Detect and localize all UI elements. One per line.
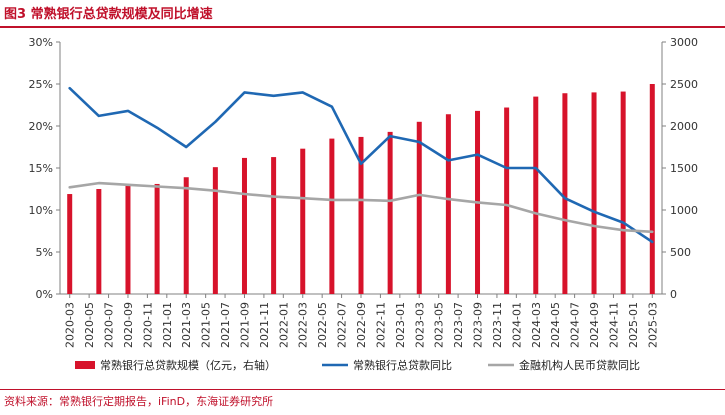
source-divider: [0, 389, 725, 390]
x-tick-label: 2020-03: [64, 302, 77, 348]
legend-swatch-loan-balance: [75, 361, 95, 369]
x-tick-label: 2020-11: [141, 302, 154, 348]
loan-balance-bar: [125, 185, 131, 294]
loan-balance-bar: [504, 107, 510, 295]
figure-title: 图3 常熟银行总贷款规模及同比增速: [4, 7, 213, 22]
loan-chart: 0% 5% 10% 15% 20% 25% 30% 0 500 1000 1500 2000 2500 3…: [29, 36, 698, 372]
x-tick-label: 2022-09: [355, 302, 368, 348]
y-left-tick-label: 10%: [29, 204, 53, 217]
y-right-tick-label: 2000: [670, 120, 698, 133]
x-tick-label: 2021-05: [200, 302, 213, 348]
x-tick-label: 2021-09: [238, 302, 251, 348]
x-tick-label: 2024-09: [588, 302, 601, 348]
y-right-tick-label: 0: [670, 288, 677, 301]
line-series: [68, 86, 654, 244]
x-tick-label: 2024-03: [530, 302, 543, 348]
y-left-tick-label: 5%: [36, 246, 53, 259]
y-left-tick-label: 15%: [29, 162, 53, 175]
loan-balance-bar: [329, 138, 335, 294]
y-right-tick-label: 500: [670, 246, 691, 259]
loan-balance-bar: [96, 189, 102, 294]
x-tick-label: 2023-07: [452, 302, 465, 348]
x-tick-label: 2020-09: [122, 302, 135, 348]
bank-loan-yoy-line: [68, 86, 654, 244]
loan-balance-bar: [387, 131, 393, 294]
industry-loan-yoy-line: [68, 181, 654, 234]
x-tick-label: 2024-05: [549, 302, 562, 348]
x-tick-label: 2022-01: [277, 302, 290, 348]
bar-series: [67, 84, 655, 295]
x-tick-label: 2022-07: [336, 302, 349, 348]
x-tick-label: 2020-05: [83, 302, 96, 348]
y-right-tick-label: 2500: [670, 78, 698, 91]
chart-axes: 0% 5% 10% 15% 20% 25% 30% 0 500 1000 1500 2000 2500 3…: [29, 36, 698, 348]
loan-balance-bar: [620, 91, 626, 294]
source-note: 资料来源：常熟银行定期报告，iFinD，东海证券研究所: [4, 395, 274, 408]
loan-balance-bar: [358, 136, 364, 294]
x-tick-label: 2025-03: [646, 302, 659, 348]
x-tick-label: 2022-03: [297, 302, 310, 348]
loan-balance-bar: [300, 148, 306, 294]
loan-balance-bar: [533, 96, 539, 294]
x-tick-label: 2021-11: [258, 302, 271, 348]
x-tick-label: 2023-05: [433, 302, 446, 348]
loan-balance-bar: [271, 157, 277, 294]
x-tick-label: 2021-03: [180, 302, 193, 348]
x-tick-label: 2023-03: [413, 302, 426, 348]
x-tick-label: 2024-01: [510, 302, 523, 348]
y-right-tick-label: 3000: [670, 36, 698, 49]
legend-label-bank-yoy: 常熟银行总贷款同比: [353, 358, 452, 372]
loan-balance-bar: [591, 92, 597, 295]
x-tick-label: 2023-09: [472, 302, 485, 348]
chart-legend: 常熟银行总贷款规模（亿元，右轴） 常熟银行总贷款同比 金融机构人民币贷款同比: [75, 358, 640, 372]
loan-balance-bar: [183, 177, 189, 294]
x-tick-label: 2020-07: [103, 302, 116, 348]
y-left-tick-label: 30%: [29, 36, 53, 49]
loan-balance-bar: [212, 167, 218, 294]
x-tick-label: 2021-01: [161, 302, 174, 348]
loan-balance-bar: [562, 93, 568, 295]
loan-balance-bar: [416, 121, 422, 294]
x-tick-label: 2021-07: [219, 302, 232, 348]
title-divider: [0, 26, 725, 28]
loan-balance-bar: [241, 157, 247, 294]
x-tick-label: 2023-01: [394, 302, 407, 348]
y-right-tick-label: 1500: [670, 162, 698, 175]
y-right-tick-label: 1000: [670, 204, 698, 217]
x-tick-label: 2022-11: [374, 302, 387, 348]
y-left-tick-label: 0%: [36, 288, 53, 301]
y-left-tick-label: 25%: [29, 78, 53, 91]
loan-balance-bar: [154, 183, 160, 294]
loan-balance-bar: [445, 114, 451, 295]
loan-balance-bar: [649, 84, 655, 294]
x-tick-label: 2024-07: [569, 302, 582, 348]
x-tick-label: 2023-11: [491, 302, 504, 348]
x-tick-label: 2024-11: [607, 302, 620, 348]
x-tick-label: 2025-01: [627, 302, 640, 348]
legend-label-loan-balance: 常熟银行总贷款规模（亿元，右轴）: [100, 358, 276, 372]
loan-balance-bar: [67, 194, 73, 294]
x-tick-label: 2022-05: [316, 302, 329, 348]
y-left-tick-label: 20%: [29, 120, 53, 133]
legend-label-industry-yoy: 金融机构人民币贷款同比: [519, 358, 640, 372]
